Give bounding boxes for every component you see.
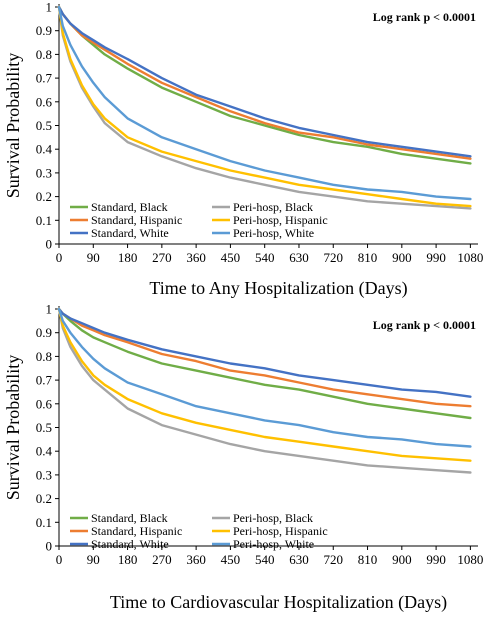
- x-tick-label: 0: [56, 250, 63, 265]
- x-tick-label: 90: [87, 552, 100, 567]
- legend-label: Standard, Black: [91, 200, 168, 214]
- legend-label: Peri-hosp, White: [233, 226, 314, 240]
- series-line-standard-black: [57, 307, 472, 420]
- y-tick-label: 0.4: [36, 142, 53, 157]
- series-line-standard-black: [57, 5, 472, 165]
- y-tick-label: 0.6: [36, 94, 53, 109]
- x-tick-label: 270: [152, 250, 172, 265]
- x-tick-label: 360: [186, 250, 206, 265]
- x-tick-label: 1080: [457, 552, 483, 567]
- series-line-peri-hosp-black: [57, 307, 472, 474]
- y-tick-label: 1: [46, 302, 53, 317]
- y-tick-label: 0.1: [36, 213, 52, 228]
- x-tick-label: 0: [56, 552, 63, 567]
- y-tick-label: 0.7: [36, 71, 53, 86]
- y-axis-label: Survival Probability: [3, 53, 23, 199]
- x-tick-label: 180: [118, 250, 138, 265]
- y-tick-label: 0.2: [36, 189, 52, 204]
- legend-label: Peri-hosp, White: [233, 537, 314, 551]
- x-tick-label: 450: [221, 552, 241, 567]
- x-tick-label: 630: [289, 250, 309, 265]
- x-tick-label: 810: [358, 552, 378, 567]
- series-line-standard-white: [57, 307, 472, 398]
- chart-panel-1: 0 0.1 0.2 0.3 0.4 0.5 0.6 0.7 0.8 0.9 1 0 90 180 270 36…: [3, 0, 483, 299]
- legend-label: Standard, White: [91, 226, 169, 240]
- x-tick-label: 900: [392, 250, 412, 265]
- y-tick-label: 0: [46, 539, 53, 554]
- x-tick-label: 450: [221, 250, 241, 265]
- y-tick-label: 0.8: [36, 349, 52, 364]
- log-rank-annotation: Log rank p < 0.0001: [373, 10, 476, 24]
- x-tick-label: 360: [186, 552, 206, 567]
- y-tick-label: 0.1: [36, 515, 52, 530]
- y-tick-label: 0: [46, 237, 53, 252]
- x-tick-label: 270: [152, 552, 172, 567]
- x-tick-label: 90: [87, 250, 100, 265]
- series-line-peri-hosp-hispanic: [57, 5, 472, 208]
- y-tick-label: 0.4: [36, 444, 53, 459]
- legend-label: Standard, Hispanic: [91, 213, 182, 227]
- x-tick-label: 720: [324, 250, 344, 265]
- x-tick-label: 630: [289, 552, 309, 567]
- legend-label: Standard, Black: [91, 511, 168, 525]
- series-line-peri-hosp-white: [57, 307, 472, 448]
- y-tick-label: 0.6: [36, 396, 53, 411]
- x-axis-label: Time to Cardiovascular Hospitalization (…: [110, 592, 447, 613]
- y-tick-label: 0.7: [36, 373, 53, 388]
- y-tick-label: 0.5: [36, 118, 52, 133]
- x-tick-label: 990: [426, 552, 446, 567]
- y-tick-label: 0.8: [36, 47, 52, 62]
- y-tick-label: 0.3: [36, 467, 52, 482]
- legend-label: Peri-hosp, Hispanic: [233, 524, 328, 538]
- x-tick-label: 810: [358, 250, 378, 265]
- x-axis-label: Time to Any Hospitalization (Days): [149, 278, 407, 299]
- x-tick-label: 180: [118, 552, 138, 567]
- x-tick-label: 720: [324, 552, 344, 567]
- x-tick-label: 540: [255, 552, 275, 567]
- y-axis-label: Survival Probability: [3, 355, 23, 501]
- y-tick-label: 1: [46, 0, 53, 15]
- x-tick-label: 540: [255, 250, 275, 265]
- y-tick-label: 0.3: [36, 165, 52, 180]
- legend-label: Peri-hosp, Black: [233, 511, 313, 525]
- series-line-peri-hosp-white: [57, 5, 472, 201]
- chart-panel-2: 0 0.1 0.2 0.3 0.4 0.5 0.6 0.7 0.8 0.9 1 0 90 180 270 36…: [3, 302, 483, 614]
- y-tick-label: 0.9: [36, 325, 52, 340]
- legend-label: Standard, Hispanic: [91, 524, 182, 538]
- x-tick-label: 1080: [457, 250, 483, 265]
- y-tick-label: 0.5: [36, 420, 52, 435]
- series-line-standard-white: [57, 5, 472, 158]
- log-rank-annotation: Log rank p < 0.0001: [373, 318, 476, 332]
- legend-label: Peri-hosp, Black: [233, 200, 313, 214]
- series-line-peri-hosp-hispanic: [57, 307, 472, 462]
- x-tick-label: 900: [392, 552, 412, 567]
- legend-label: Standard, White: [91, 537, 169, 551]
- y-tick-label: 0.9: [36, 23, 52, 38]
- legend-label: Peri-hosp, Hispanic: [233, 213, 328, 227]
- y-tick-label: 0.2: [36, 491, 52, 506]
- series-line-standard-hispanic: [57, 307, 472, 408]
- x-tick-label: 990: [426, 250, 446, 265]
